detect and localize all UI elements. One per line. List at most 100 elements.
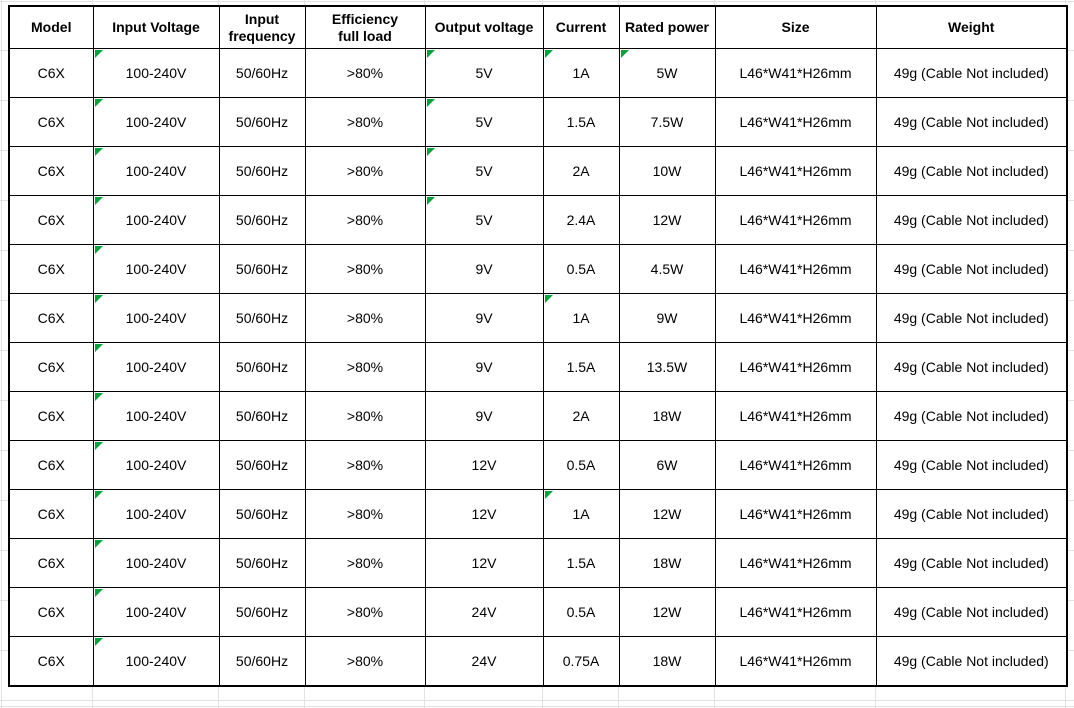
cell-model: C6X [8, 440, 94, 490]
spec-row: C6X 100-240V 50/60Hz >80% 5V 1.5A 7.5W L46*W41*… [8, 97, 1068, 147]
cell-current: 2A [542, 391, 620, 441]
cell-input-voltage: 100-240V [92, 146, 220, 196]
cell-input-voltage: 100-240V [92, 489, 220, 539]
cell-input-frequency: 50/60Hz [218, 636, 306, 687]
cell-weight: 49g (Cable Not included) [875, 146, 1068, 196]
cell-model: C6X [8, 636, 94, 687]
spec-row: C6X 100-240V 50/60Hz >80% 5V 2.4A 12W L46*W41*H… [8, 195, 1068, 245]
cell-input-voltage: 100-240V [92, 440, 220, 490]
column-header-rated-power: Rated power [618, 5, 716, 49]
cell-model: C6X [8, 195, 94, 245]
cell-output-voltage: 9V [424, 391, 544, 441]
cell-current: 1.5A [542, 538, 620, 588]
cell-size: L46*W41*H26mm [714, 489, 877, 539]
cell-weight: 49g (Cable Not included) [875, 244, 1068, 294]
cell-rated-power: 18W [618, 391, 716, 441]
cell-weight: 49g (Cable Not included) [875, 636, 1068, 687]
cell-rated-power: 18W [618, 636, 716, 687]
cell-input-frequency: 50/60Hz [218, 391, 306, 441]
cell-efficiency: >80% [304, 146, 426, 196]
cell-error-flag-icon [544, 491, 553, 499]
cell-error-flag-icon [94, 197, 103, 205]
cell-rated-power: 13.5W [618, 342, 716, 392]
column-header-input-frequency: Input frequency [218, 5, 306, 49]
cell-efficiency: >80% [304, 636, 426, 687]
cell-input-frequency: 50/60Hz [218, 538, 306, 588]
column-header-weight: Weight [875, 5, 1068, 49]
cell-input-frequency: 50/60Hz [218, 440, 306, 490]
cell-weight: 49g (Cable Not included) [875, 440, 1068, 490]
cell-model: C6X [8, 538, 94, 588]
cell-rated-power: 9W [618, 293, 716, 343]
cell-model: C6X [8, 489, 94, 539]
cell-error-flag-icon [544, 295, 553, 303]
column-header-model: Model [8, 5, 94, 49]
cell-input-frequency: 50/60Hz [218, 489, 306, 539]
cell-input-frequency: 50/60Hz [218, 587, 306, 637]
cell-current: 1.5A [542, 342, 620, 392]
cell-size: L46*W41*H26mm [714, 97, 877, 147]
cell-output-voltage: 5V [424, 48, 544, 98]
cell-efficiency: >80% [304, 538, 426, 588]
cell-error-flag-icon [94, 491, 103, 499]
spec-row: C6X 100-240V 50/60Hz >80% 9V 2A 18W L46*W41*H26… [8, 391, 1068, 441]
spec-row: C6X 100-240V 50/60Hz >80% 24V 0.75A 18W L46*W41… [8, 636, 1068, 687]
cell-rated-power: 4.5W [618, 244, 716, 294]
cell-rated-power: 18W [618, 538, 716, 588]
cell-output-voltage: 9V [424, 342, 544, 392]
column-header-input-voltage: Input Voltage [92, 5, 220, 49]
cell-output-voltage: 9V [424, 293, 544, 343]
spec-row: C6X 100-240V 50/60Hz >80% 9V 1.5A 13.5W L46*W41… [8, 342, 1068, 392]
cell-error-flag-icon [94, 246, 103, 254]
cell-input-voltage: 100-240V [92, 293, 220, 343]
cell-model: C6X [8, 293, 94, 343]
cell-input-frequency: 50/60Hz [218, 342, 306, 392]
cell-weight: 49g (Cable Not included) [875, 489, 1068, 539]
column-header-output-voltage: Output voltage [424, 5, 544, 49]
cell-model: C6X [8, 146, 94, 196]
cell-model: C6X [8, 48, 94, 98]
cell-output-voltage: 24V [424, 636, 544, 687]
cell-input-voltage: 100-240V [92, 97, 220, 147]
column-header-current: Current [542, 5, 620, 49]
cell-current: 1A [542, 293, 620, 343]
cell-size: L46*W41*H26mm [714, 342, 877, 392]
cell-size: L46*W41*H26mm [714, 587, 877, 637]
cell-model: C6X [8, 342, 94, 392]
cell-efficiency: >80% [304, 342, 426, 392]
cell-error-flag-icon [94, 589, 103, 597]
cell-current: 2.4A [542, 195, 620, 245]
cell-model: C6X [8, 97, 94, 147]
cell-current: 2A [542, 146, 620, 196]
cell-input-frequency: 50/60Hz [218, 48, 306, 98]
cell-input-voltage: 100-240V [92, 587, 220, 637]
cell-error-flag-icon [544, 50, 553, 58]
spec-row: C6X 100-240V 50/60Hz >80% 24V 0.5A 12W L46*W41*… [8, 587, 1068, 637]
cell-input-frequency: 50/60Hz [218, 195, 306, 245]
cell-input-voltage: 100-240V [92, 342, 220, 392]
cell-model: C6X [8, 587, 94, 637]
cell-efficiency: >80% [304, 48, 426, 98]
spec-row: C6X 100-240V 50/60Hz >80% 12V 1.5A 18W L46*W41*… [8, 538, 1068, 588]
cell-rated-power: 5W [618, 48, 716, 98]
cell-input-voltage: 100-240V [92, 391, 220, 441]
cell-output-voltage: 12V [424, 489, 544, 539]
cell-error-flag-icon [94, 344, 103, 352]
cell-current: 1.5A [542, 97, 620, 147]
cell-error-flag-icon [426, 99, 435, 107]
cell-output-voltage: 24V [424, 587, 544, 637]
spec-row: C6X 100-240V 50/60Hz >80% 9V 1A 9W L46*W41*H26m… [8, 293, 1068, 343]
cell-efficiency: >80% [304, 293, 426, 343]
cell-rated-power: 12W [618, 195, 716, 245]
cell-input-frequency: 50/60Hz [218, 244, 306, 294]
header-row: Model Input Voltage Input frequency Efficie… [8, 5, 1068, 49]
cell-weight: 49g (Cable Not included) [875, 97, 1068, 147]
cell-weight: 49g (Cable Not included) [875, 587, 1068, 637]
cell-size: L46*W41*H26mm [714, 440, 877, 490]
cell-input-voltage: 100-240V [92, 48, 220, 98]
cell-size: L46*W41*H26mm [714, 391, 877, 441]
cell-error-flag-icon [94, 99, 103, 107]
cell-model: C6X [8, 244, 94, 294]
cell-efficiency: >80% [304, 391, 426, 441]
